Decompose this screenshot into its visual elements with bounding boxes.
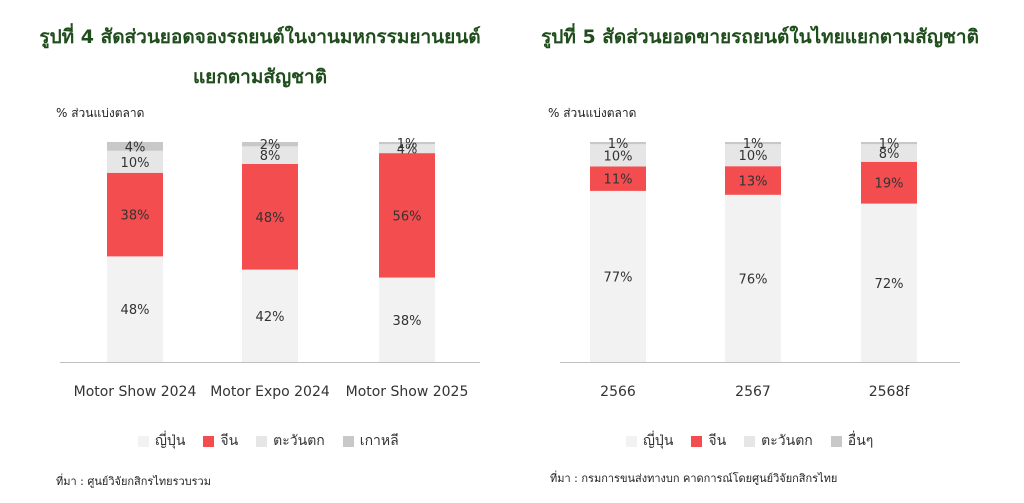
- chart2-legend-item-0: ญี่ปุ่น: [626, 430, 673, 452]
- chart1-bar-0-1: [107, 172, 163, 257]
- chart1-source: ที่มา : ศูนย์วิจัยกสิกรไทยรวบรวม: [56, 475, 211, 488]
- chart1-legend-item-2: ตะวันตก: [256, 430, 325, 452]
- chart2-bar-1-1: [725, 166, 781, 195]
- chart1-label-2-0: 38%: [393, 314, 422, 329]
- chart2-label-2-2: 8%: [879, 147, 900, 162]
- chart1-category-1: Motor Expo 2024: [210, 384, 330, 400]
- chart2-label-1-0: 76%: [739, 272, 768, 287]
- chart1-legend-label-2: ตะวันตก: [273, 433, 325, 449]
- chart1-legend-swatch-3: [342, 435, 354, 447]
- chart1-legend-swatch-0: [138, 435, 149, 447]
- chart2-legend-swatch-1: [691, 435, 703, 447]
- chart1-label-0-3: 4%: [125, 140, 146, 155]
- chart2-bar-2-0: [861, 203, 917, 362]
- chart1-legend-swatch-1: [203, 435, 215, 447]
- chart1-bar-2-1: [379, 153, 435, 278]
- chart2-legend-label-0: ญี่ปุ่น: [643, 433, 674, 449]
- chart2-legend-label-1: จีน: [708, 433, 727, 449]
- chart1-category-0: Motor Show 2024: [74, 384, 197, 400]
- chart1-category-2: Motor Show 2025: [346, 384, 469, 400]
- chart1-legend-item-0: ญี่ปุ่น: [138, 430, 185, 452]
- chart2-bar-0-3: [590, 142, 646, 145]
- chart1-legend-item-1: จีน: [203, 430, 238, 452]
- chart1-label-1-1: 48%: [256, 211, 285, 226]
- chart1-label-2-1: 56%: [393, 209, 422, 224]
- chart2-source: ที่มา : กรมการขนส่งทางบก คาดการณ์โดยศูนย…: [550, 472, 838, 485]
- chart2-label-0-2: 10%: [604, 149, 633, 164]
- chart2-legend-item-1: จีน: [691, 430, 726, 452]
- chart1-bar-1-3: [242, 142, 298, 147]
- chart2-bar-2-2: [861, 144, 917, 162]
- chart2-label-1-2: 10%: [739, 149, 768, 164]
- chart2-label-2-1: 19%: [875, 177, 904, 192]
- chart1-legend-item-3: เกาหลี: [342, 430, 399, 452]
- chart1-legend-swatch-2: [256, 435, 268, 447]
- chart1-bar-2-0: [379, 277, 435, 362]
- chart2-label-0-1: 11%: [604, 173, 633, 188]
- chart2-legend-label-3: อื่นๆ: [847, 433, 874, 449]
- chart2-ylabel: % ส่วนแบ่งตลาด: [548, 106, 637, 120]
- chart1-label-2-2: 4%: [397, 143, 418, 158]
- chart2-label-1-3: 1%: [743, 137, 764, 152]
- chart2-bar-1-0: [725, 194, 781, 362]
- chart1-bar-0-2: [107, 150, 163, 173]
- chart1-bar-1-0: [242, 269, 298, 362]
- chart1-label-0-2: 10%: [121, 156, 150, 171]
- chart1-legend-label-0: ญี่ปุ่น: [155, 433, 186, 449]
- chart1-title-line1: รูปที่ 4 สัดส่วนยอดจองรถยนต์ในงานมหกรรมย…: [39, 26, 481, 48]
- chart2-bar-2-1: [861, 161, 917, 204]
- chart2-category-2: 2568f: [869, 384, 911, 400]
- chart2-title: รูปที่ 5 สัดส่วนยอดขายรถยนต์ในไทยแยกตามส…: [541, 26, 979, 48]
- chart2-category-1: 2567: [735, 384, 771, 400]
- chart2-bar-2-3: [861, 142, 917, 145]
- chart2-label-0-3: 1%: [608, 137, 629, 152]
- chart2-legend-swatch-2: [744, 435, 756, 447]
- chart2-bar-0-1: [590, 166, 646, 191]
- chart1-label-0-1: 38%: [121, 209, 150, 224]
- chart1-bar-2-3: [379, 142, 435, 145]
- chart1-label-1-0: 42%: [256, 310, 285, 325]
- chart1-legend: ญี่ปุ่น จีน ตะวันตก เกาหลี: [138, 430, 399, 452]
- chart1-bar-1-2: [242, 146, 298, 164]
- chart2-bar-1-3: [725, 142, 781, 145]
- chart1-bar-1-1: [242, 164, 298, 270]
- chart1-plot: 48%38%10%4%Motor Show 202442%48%8%2%Moto…: [60, 137, 480, 400]
- chart1-legend-label-1: จีน: [220, 433, 239, 449]
- chart1-bar-2-2: [379, 144, 435, 154]
- chart1-label-0-0: 48%: [121, 303, 150, 318]
- chart2-label-2-3: 1%: [879, 137, 900, 152]
- chart2-label-1-1: 13%: [739, 175, 768, 190]
- chart1-label-1-3: 2%: [260, 138, 281, 153]
- chart2-plot: 77%11%10%1%256676%13%10%1%256772%19%8%1%…: [560, 137, 960, 400]
- chart1-ylabel: % ส่วนแบ่งตลาด: [56, 106, 145, 120]
- chart2-label-0-0: 77%: [604, 270, 633, 285]
- chart1-label-2-3: 1%: [397, 137, 418, 152]
- chart2-legend-item-3: อื่นๆ: [830, 430, 874, 452]
- chart2-category-0: 2566: [600, 384, 636, 400]
- chart2-bar-0-2: [590, 144, 646, 167]
- chart1-bar-0-0: [107, 256, 163, 362]
- chart2-legend-swatch-0: [626, 435, 637, 447]
- chart1-title-line2: แยกตามสัญชาติ: [192, 66, 328, 88]
- chart2-legend-label-2: ตะวันตก: [761, 433, 813, 449]
- chart2-bar-1-2: [725, 144, 781, 167]
- chart2-bar-0-0: [590, 190, 646, 362]
- chart2-label-2-0: 72%: [875, 277, 904, 292]
- chart1-legend-label-3: เกาหลี: [359, 433, 399, 449]
- chart1-bar-0-3: [107, 142, 163, 151]
- chart2-legend: ญี่ปุ่น จีน ตะวันตก อื่นๆ: [626, 430, 873, 452]
- chart2-legend-item-2: ตะวันตก: [744, 430, 813, 452]
- chart1-label-1-2: 8%: [260, 149, 281, 164]
- chart2-legend-swatch-3: [830, 435, 842, 447]
